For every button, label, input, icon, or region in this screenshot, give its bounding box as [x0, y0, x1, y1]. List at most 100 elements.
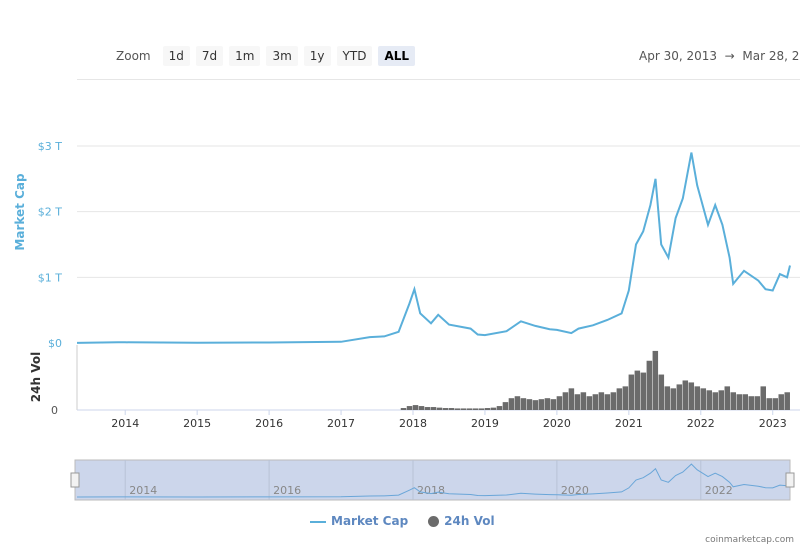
x-tick-label: 2020	[543, 417, 571, 430]
volume-bar	[466, 408, 473, 410]
volume-bar	[730, 392, 737, 410]
navigator-tick-label: 2018	[417, 484, 445, 497]
volume-bar	[460, 408, 467, 410]
zoom-1y-button[interactable]: 1y	[303, 46, 331, 66]
legend-label: 24h Vol	[444, 514, 495, 528]
volume-bar	[574, 394, 581, 410]
divider	[77, 79, 800, 80]
volume-bar	[604, 394, 611, 410]
volume-bar	[592, 394, 599, 410]
legend-market-cap[interactable]: Market Cap	[310, 514, 408, 528]
navigator-handle[interactable]	[785, 472, 795, 488]
volume-bar	[658, 374, 665, 410]
volume-bar	[772, 398, 778, 410]
volume-bar	[694, 386, 701, 410]
volume-bar	[424, 407, 431, 410]
y-tick-label: $2 T	[38, 206, 62, 219]
volume-bar	[610, 392, 617, 410]
volume-bar	[676, 384, 683, 410]
volume-bar	[634, 370, 641, 410]
x-tick-label: 2016	[255, 417, 283, 430]
x-tick-label: 2019	[471, 417, 499, 430]
volume-bar	[646, 360, 653, 410]
volume-bar	[580, 392, 587, 410]
legend: Market Cap 24h Vol	[310, 514, 495, 528]
navigator-tick-label: 2020	[561, 484, 589, 497]
volume-bar	[478, 408, 485, 410]
x-tick-label: 2022	[687, 417, 715, 430]
volume-bar	[448, 408, 455, 410]
x-tick-label: 2018	[399, 417, 427, 430]
volume-bar	[568, 388, 575, 410]
y-tick-label: $1 T	[38, 271, 62, 284]
volume-bar	[520, 398, 527, 410]
volume-bar	[682, 380, 689, 410]
volume-bar	[736, 394, 743, 410]
volume-bar	[760, 386, 766, 410]
volume-bar	[712, 392, 719, 410]
volume-bar	[718, 390, 725, 410]
chart: $0 $1 T $2 T $3 T Market Cap 24h Vol 0 2014 2015…	[13, 140, 800, 501]
x-tick-label: 2017	[327, 417, 355, 430]
volume-bar	[754, 396, 761, 410]
volume-bar	[562, 392, 569, 410]
volume-bar	[514, 396, 521, 410]
navigator-tick-label: 2022	[705, 484, 733, 497]
volume-bar	[670, 388, 677, 410]
y-tick-label: $3 T	[38, 140, 62, 153]
volume-bar	[724, 386, 731, 410]
vol-tick-label: 0	[51, 404, 58, 417]
volume-bar	[472, 408, 479, 410]
navigator-handle[interactable]	[70, 472, 80, 488]
volume-bar	[622, 386, 629, 410]
volume-bar	[544, 398, 551, 410]
x-tick-label: 2014	[111, 417, 139, 430]
range-arrow: →	[724, 49, 735, 63]
zoom-1m-button[interactable]: 1m	[229, 46, 261, 66]
zoom-1d-button[interactable]: 1d	[162, 46, 190, 66]
range-from-input[interactable]: Apr 30, 2013	[639, 49, 718, 63]
volume-bar	[532, 400, 539, 410]
volume-bar	[628, 374, 635, 410]
volume-bar	[400, 408, 407, 410]
volume-bar	[784, 392, 790, 410]
legend-label: Market Cap	[331, 514, 409, 528]
volume-bar	[490, 407, 497, 410]
volume-bar	[616, 388, 623, 410]
volume-bar	[742, 394, 749, 410]
navigator-tick-label: 2016	[273, 484, 301, 497]
x-tick-label: 2021	[615, 417, 643, 430]
volume-bar	[748, 396, 755, 410]
date-range: Apr 30, 2013 → Mar 28, 2	[639, 49, 799, 63]
zoom-all-button[interactable]: ALL	[378, 46, 416, 66]
volume-bar	[586, 396, 593, 410]
y-tick-label: $0	[48, 337, 62, 350]
volume-bar	[484, 408, 491, 410]
volume-bar	[706, 390, 713, 410]
x-tick-label: 2023	[759, 417, 787, 430]
y-axis-title: Market Cap	[13, 173, 27, 251]
zoom-3m-button[interactable]: 3m	[266, 46, 298, 66]
volume-bar	[598, 392, 605, 410]
range-to-input[interactable]: Mar 28, 2	[742, 49, 800, 63]
volume-bar	[430, 407, 437, 410]
credit-link[interactable]: coinmarketcap.com	[705, 535, 794, 545]
volume-bar	[640, 372, 647, 410]
volume-bar	[766, 398, 772, 410]
zoom-ytd-button[interactable]: YTD	[336, 46, 373, 66]
y2-axis-title: 24h Vol	[29, 352, 43, 402]
zoom-label: Zoom	[116, 49, 151, 63]
volume-bar	[664, 386, 671, 410]
volume-bar	[412, 405, 419, 410]
volume-bar	[454, 408, 461, 410]
volume-bar	[442, 408, 449, 410]
legend-volume[interactable]: 24h Vol	[428, 514, 495, 528]
volume-bar	[556, 396, 563, 410]
volume-bar	[502, 402, 509, 410]
zoom-7d-button[interactable]: 7d	[195, 46, 224, 66]
volume-bar	[700, 388, 707, 410]
volume-bar	[436, 407, 443, 410]
navigator-tick-label: 2014	[129, 484, 157, 497]
volume-bar	[496, 406, 503, 410]
volume-bar	[418, 406, 425, 410]
